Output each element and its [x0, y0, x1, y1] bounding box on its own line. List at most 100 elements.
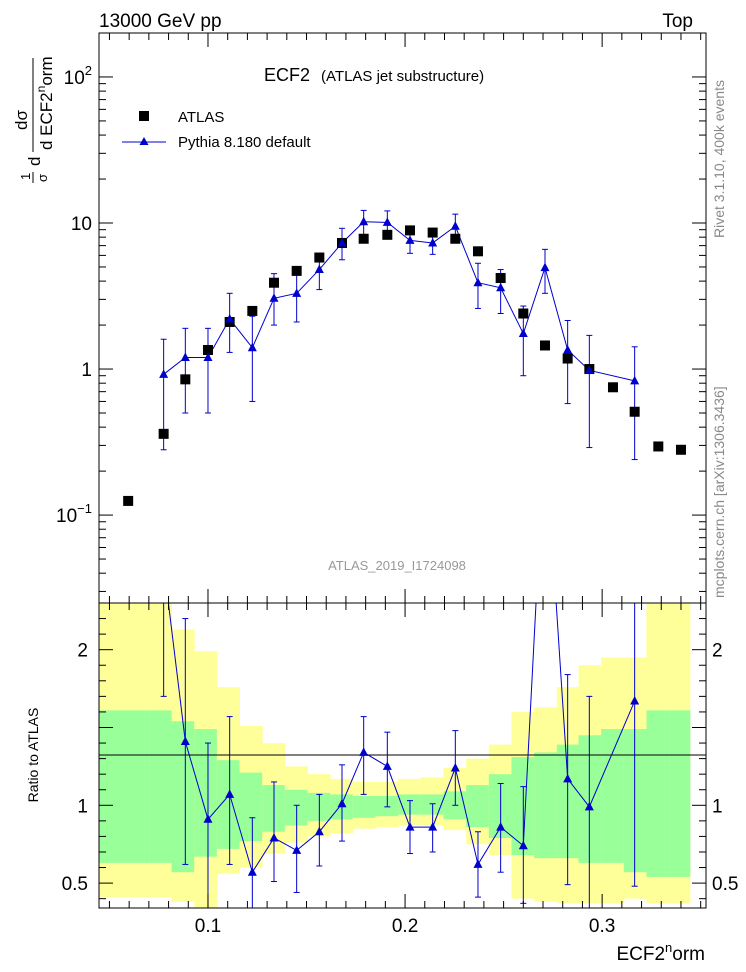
chart-title-sub: (ATLAS jet substructure) [321, 68, 484, 85]
main-y-tick-label-base: 10 [64, 68, 85, 89]
atlas-point [158, 428, 169, 439]
ratio-pythia-point [359, 747, 369, 756]
ylabel-den: d ECF2norm [34, 56, 56, 150]
chart-title: ECF2 (ATLAS jet substructure) [264, 65, 484, 85]
ylabel-den-tail: orm [37, 56, 56, 85]
pythia-point [518, 328, 528, 338]
x-tick-label: 0.3 [589, 916, 615, 937]
ylabel-num: dσ [12, 110, 31, 130]
ratio-band-inner [352, 795, 377, 818]
atlas-point [382, 229, 393, 240]
ratio-y-ticks: 0.5 0.5 1 1 2 2 [62, 618, 738, 900]
ratio-pythia-point [473, 859, 483, 868]
atlas-point [607, 382, 618, 393]
chart-title-main: ECF2 [264, 65, 310, 85]
atlas-point [450, 233, 461, 244]
pythia-point [180, 352, 190, 361]
pythia-point [630, 375, 640, 385]
pythia-point [473, 277, 483, 287]
ratio-frame [98, 602, 707, 909]
pythia-point [359, 216, 369, 226]
atlas-point [629, 406, 640, 417]
main-y-tick-label: 1 [81, 360, 92, 381]
ratio-band-inner [239, 772, 263, 842]
atlas-point [180, 374, 191, 385]
ratio-marks [159, 559, 640, 908]
ratio-pythia-point [247, 867, 257, 876]
pythia-point [584, 365, 594, 374]
atlas-point [518, 308, 529, 319]
ratio-y-tick-label-right: 2 [712, 641, 723, 662]
ratio-band-inner [623, 729, 647, 873]
pythia-point [225, 314, 235, 323]
main-y-tick-label-exp: −1 [77, 501, 92, 516]
ratio-pythia-point [225, 789, 235, 798]
main-y-axis-label: 1 σ d dσ d ECF2norm [12, 56, 56, 183]
ratio-panel: 0.5 0.5 1 1 2 2 0.1 0.2 0.3 Ratio to ATLAS ECF2… [25, 559, 738, 965]
legend-marker-pythia [139, 137, 149, 145]
ratio-pythia-point [159, 559, 168, 568]
ratio-band-inner [534, 752, 558, 859]
x-axis-label-base: ECF2 [616, 944, 665, 965]
atlas-point [404, 225, 415, 236]
ratio-pythia-point [203, 814, 213, 823]
ratio-band-inner [578, 735, 602, 863]
main-y-tick-label: 102 [64, 63, 92, 89]
ratio-y-tick-label: 0.5 [62, 874, 88, 895]
pythia-point [563, 345, 573, 354]
ylabel-den-base: d ECF2 [37, 92, 56, 150]
ratio-pythia-point [314, 826, 324, 836]
atlas-point [472, 246, 483, 257]
atlas-point [291, 265, 302, 276]
main-y-tick-label: 10−1 [56, 501, 92, 527]
atlas-point [202, 345, 213, 356]
legend-label-pythia: Pythia 8.180 default [178, 134, 311, 151]
pythia-point [496, 282, 506, 292]
main-y-tick-label-base: 10 [56, 506, 77, 527]
ylabel-prefix-den: σ [35, 174, 50, 182]
ylabel-prefix-num: 1 [18, 173, 33, 180]
ratio-pythia-point [292, 845, 302, 854]
ratio-pythia-point [428, 822, 438, 831]
ratio-pythia-point [382, 761, 392, 770]
header-right: Top [662, 11, 693, 32]
x-axis-label: ECF2norm [616, 940, 705, 965]
pythia-point [337, 237, 347, 247]
atlas-point [269, 277, 280, 288]
main-y-tick-label-exp: 2 [85, 63, 92, 78]
legend: ATLAS Pythia 8.180 default [122, 109, 311, 151]
ratio-pythia-point [180, 736, 190, 745]
ratio-x-ticks: 0.1 0.2 0.3 [108, 603, 702, 937]
ratio-y-axis-label: Ratio to ATLAS [25, 708, 41, 803]
legend-label-atlas: ATLAS [178, 109, 224, 126]
atlas-point [539, 340, 550, 351]
atlas-point [427, 227, 438, 238]
side-rivet-label: Rivet 3.1.10, 400k events [711, 80, 727, 238]
pythia-point [247, 342, 257, 352]
atlas-point [247, 305, 258, 316]
side-mcplots-label: mcplots.cern.ch [arXiv:1306.3436] [711, 386, 727, 598]
atlas-point [314, 252, 325, 263]
pythia-point [405, 235, 415, 244]
ratio-band-inner [669, 710, 691, 877]
pythia-point [540, 262, 550, 272]
main-marks [123, 209, 686, 506]
pythia-point [382, 217, 392, 226]
atlas-point [495, 273, 506, 284]
pythia-point [314, 264, 324, 274]
ratio-band-inner [149, 710, 173, 863]
x-tick-label: 0.1 [195, 916, 221, 937]
ratio-y-tick-label: 1 [77, 796, 88, 817]
atlas-point [562, 353, 573, 364]
ratio-pythia-point [584, 801, 594, 811]
x-tick-label: 0.2 [392, 916, 418, 937]
pythia-point [269, 293, 279, 302]
atlas-point [358, 233, 369, 244]
ratio-y-tick-label: 2 [77, 641, 88, 662]
ratio-band-inner [216, 760, 241, 849]
analysis-label: ATLAS_2019_I1724098 [328, 558, 466, 573]
pythia-point [292, 288, 302, 297]
ratio-y-tick-label-right: 0.5 [712, 874, 738, 895]
